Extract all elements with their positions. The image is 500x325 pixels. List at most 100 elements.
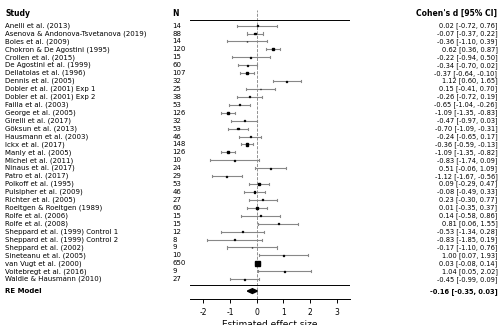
Bar xyxy=(234,160,235,161)
Text: 24: 24 xyxy=(172,165,181,171)
Text: RE Model: RE Model xyxy=(5,288,42,294)
Text: 9: 9 xyxy=(172,244,177,251)
Bar xyxy=(258,183,260,185)
Text: Richter et al. (2005): Richter et al. (2005) xyxy=(5,197,76,203)
Text: 53: 53 xyxy=(172,102,182,108)
Text: 15: 15 xyxy=(172,221,182,227)
Text: 29: 29 xyxy=(172,173,182,179)
Bar xyxy=(247,65,248,66)
Bar xyxy=(226,151,228,153)
Text: 32: 32 xyxy=(172,118,182,124)
Text: Voitebregt et al. (2016): Voitebregt et al. (2016) xyxy=(5,268,86,275)
Text: -0.36 [-1.10, 0.39]: -0.36 [-1.10, 0.39] xyxy=(437,38,498,45)
Text: 1.12 [0.60, 1.65]: 1.12 [0.60, 1.65] xyxy=(442,78,498,84)
Text: -0.36 [-0.59, -0.13]: -0.36 [-0.59, -0.13] xyxy=(435,141,498,148)
Text: -0.24 [-0.65, 0.17]: -0.24 [-0.65, 0.17] xyxy=(437,133,498,140)
Text: 15: 15 xyxy=(172,54,182,60)
Text: 0.01 [-0.35, 0.37]: 0.01 [-0.35, 0.37] xyxy=(440,204,498,211)
Text: George et al. (2005): George et al. (2005) xyxy=(5,110,76,116)
Bar xyxy=(250,57,251,58)
Text: 107: 107 xyxy=(172,70,186,76)
Bar xyxy=(256,207,258,209)
Text: Anelli et al. (2013): Anelli et al. (2013) xyxy=(5,22,70,29)
Text: Girelli et al. (2017): Girelli et al. (2017) xyxy=(5,117,71,124)
Text: 27: 27 xyxy=(172,276,182,282)
Bar xyxy=(250,136,251,137)
Text: 0.23 [-0.30, 0.77]: 0.23 [-0.30, 0.77] xyxy=(440,197,498,203)
Text: Göksun et al. (2013): Göksun et al. (2013) xyxy=(5,125,77,132)
Text: Sineteanu et al. (2005): Sineteanu et al. (2005) xyxy=(5,252,86,259)
Text: 0.09 [-0.29, 0.47]: 0.09 [-0.29, 0.47] xyxy=(440,181,498,188)
Text: -1.09 [-1.35, -0.83]: -1.09 [-1.35, -0.83] xyxy=(435,110,498,116)
Text: 1.00 [0.07, 1.93]: 1.00 [0.07, 1.93] xyxy=(442,252,498,259)
Text: Study: Study xyxy=(5,9,30,18)
Text: -0.70 [-1.09, -0.31]: -0.70 [-1.09, -0.31] xyxy=(435,125,498,132)
Text: Sheppard et al. (1999) Control 1: Sheppard et al. (1999) Control 1 xyxy=(5,228,118,235)
Bar xyxy=(254,191,255,193)
Bar xyxy=(244,279,245,280)
Text: 25: 25 xyxy=(172,86,181,92)
Text: Asenova & Andonova-Tsvetanova (2019): Asenova & Andonova-Tsvetanova (2019) xyxy=(5,30,146,37)
Text: 1.04 [0.05, 2.02]: 1.04 [0.05, 2.02] xyxy=(442,268,498,275)
Text: Failla et al. (2003): Failla et al. (2003) xyxy=(5,102,68,108)
Text: 8: 8 xyxy=(172,237,177,242)
Text: 60: 60 xyxy=(172,205,182,211)
Text: -0.08 [-0.49, 0.33]: -0.08 [-0.49, 0.33] xyxy=(437,188,498,195)
Text: Dobler et al. (2001) Exp 1: Dobler et al. (2001) Exp 1 xyxy=(5,86,96,92)
Text: Sheppard et al. (2002): Sheppard et al. (2002) xyxy=(5,244,84,251)
Bar xyxy=(238,104,240,106)
Text: van Vugt et al. (2000): van Vugt et al. (2000) xyxy=(5,260,82,266)
Text: 15: 15 xyxy=(172,213,182,219)
Text: 88: 88 xyxy=(172,31,182,36)
Text: 10: 10 xyxy=(172,157,182,163)
Text: 27: 27 xyxy=(172,197,182,203)
Text: Sheppard et al. (1999) Control 2: Sheppard et al. (1999) Control 2 xyxy=(5,236,118,243)
Text: 126: 126 xyxy=(172,110,186,116)
Text: Boles et al. (2009): Boles et al. (2009) xyxy=(5,38,70,45)
Text: -1.09 [-1.35, -0.82]: -1.09 [-1.35, -0.82] xyxy=(435,149,498,156)
Text: 0.62 [0.36, 0.87]: 0.62 [0.36, 0.87] xyxy=(442,46,498,53)
Text: 53: 53 xyxy=(172,126,182,132)
Text: 0.51 [-0.06, 1.09]: 0.51 [-0.06, 1.09] xyxy=(440,165,498,172)
Bar xyxy=(242,231,243,232)
Text: 60: 60 xyxy=(172,62,182,68)
Text: Waldie & Hausmann (2010): Waldie & Hausmann (2010) xyxy=(5,276,102,282)
Bar xyxy=(246,72,248,74)
Text: Manly et al. (2005): Manly et al. (2005) xyxy=(5,149,71,156)
Text: Dennis et al. (2005): Dennis et al. (2005) xyxy=(5,78,74,84)
Bar xyxy=(283,255,284,256)
Text: Roeltgen & Roeltgen (1989): Roeltgen & Roeltgen (1989) xyxy=(5,205,102,211)
Text: N: N xyxy=(172,9,179,18)
Text: 650: 650 xyxy=(172,260,186,266)
Text: 0.15 [-0.41, 0.70]: 0.15 [-0.41, 0.70] xyxy=(440,85,498,92)
Polygon shape xyxy=(248,289,258,293)
Text: Polkoff et al. (1995): Polkoff et al. (1995) xyxy=(5,181,74,187)
Text: -0.83 [-1.74, 0.09]: -0.83 [-1.74, 0.09] xyxy=(437,157,498,164)
Text: -0.26 [-0.72, 0.19]: -0.26 [-0.72, 0.19] xyxy=(437,94,498,100)
Text: 9: 9 xyxy=(172,268,177,274)
Text: 0.02 [-0.72, 0.76]: 0.02 [-0.72, 0.76] xyxy=(439,22,498,29)
Text: 14: 14 xyxy=(172,23,182,29)
Text: -0.07 [-0.37, 0.22]: -0.07 [-0.37, 0.22] xyxy=(437,30,498,37)
Bar xyxy=(254,33,256,34)
Text: 12: 12 xyxy=(172,229,182,235)
Text: Chokron & De Agostini (1995): Chokron & De Agostini (1995) xyxy=(5,46,110,53)
Bar xyxy=(286,81,287,82)
Text: 38: 38 xyxy=(172,94,182,100)
Bar xyxy=(260,88,261,89)
Text: -0.65 [-1.04, -0.26]: -0.65 [-1.04, -0.26] xyxy=(434,101,498,108)
Bar xyxy=(257,25,258,26)
Text: -0.45 [-0.99, 0.09]: -0.45 [-0.99, 0.09] xyxy=(437,276,498,282)
Text: Pulsipher et al. (2009): Pulsipher et al. (2009) xyxy=(5,189,83,195)
Text: De Agostini et al. (1999): De Agostini et al. (1999) xyxy=(5,62,91,69)
Text: 10: 10 xyxy=(172,253,182,258)
Text: Michel et al. (2011): Michel et al. (2011) xyxy=(5,157,73,163)
Text: 46: 46 xyxy=(172,189,182,195)
Text: 148: 148 xyxy=(172,141,186,148)
Text: -0.22 [-0.94, 0.50]: -0.22 [-0.94, 0.50] xyxy=(437,54,498,61)
Text: 0.03 [-0.08, 0.14]: 0.03 [-0.08, 0.14] xyxy=(440,260,498,267)
Text: 46: 46 xyxy=(172,134,182,139)
Text: -0.17 [-1.10, 0.76]: -0.17 [-1.10, 0.76] xyxy=(437,244,498,251)
Text: 126: 126 xyxy=(172,150,186,155)
Text: 0.14 [-0.58, 0.86]: 0.14 [-0.58, 0.86] xyxy=(439,213,498,219)
